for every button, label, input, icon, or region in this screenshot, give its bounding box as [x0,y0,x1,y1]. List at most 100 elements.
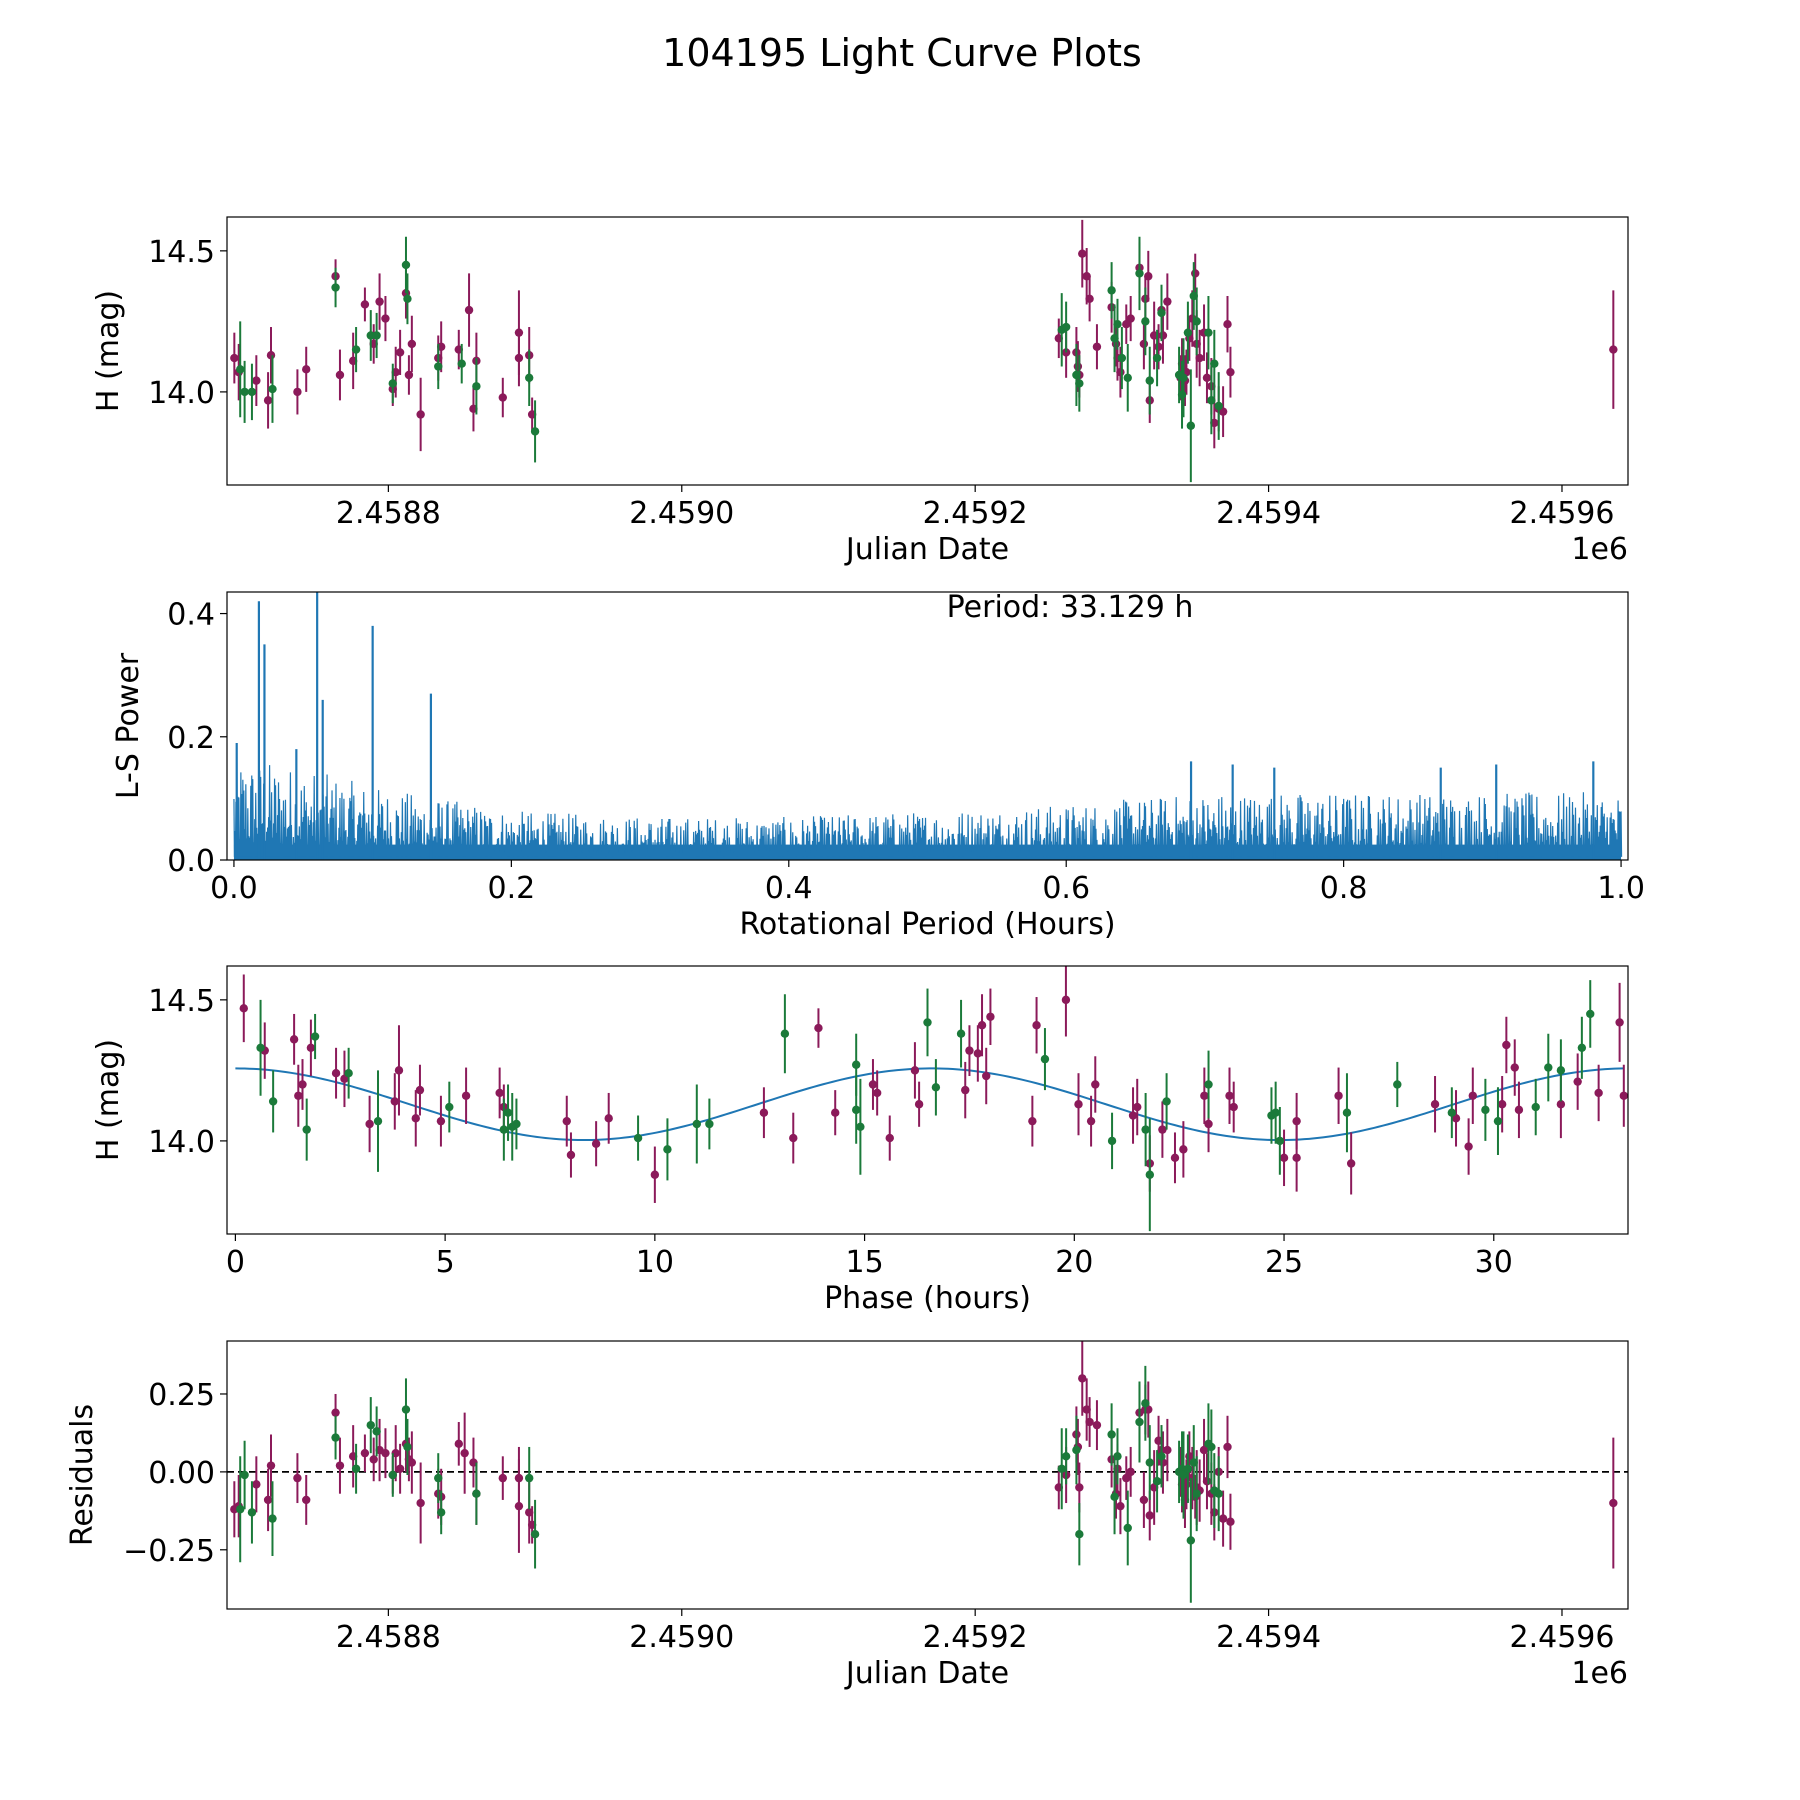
data-point [604,1114,613,1123]
data-point [1163,1445,1172,1455]
data-point [961,1085,970,1095]
data-point [1075,1483,1084,1492]
data-point [1107,1136,1117,1146]
data-point [268,384,277,394]
y-tick-label: 0.4 [167,598,215,633]
x-tick-label: 0.8 [1320,871,1368,906]
x-tick-label: 2.4592 [923,496,1028,531]
periodogram-line [233,756,1623,858]
data-point [268,1514,277,1523]
data-point [1116,367,1125,377]
data-point [525,1473,534,1483]
data-point [293,1473,302,1483]
data-point [293,387,302,397]
data-point [856,1122,865,1132]
data-point [503,1108,513,1117]
data-point [1074,1100,1083,1109]
data-point [416,1498,425,1508]
data-point [375,297,384,306]
y-tick-label: 0.00 [148,1456,215,1491]
data-point [1202,373,1212,382]
data-point [403,1442,412,1452]
x-tick-label: 15 [845,1245,883,1280]
data-point [1514,1105,1524,1115]
data-point [1145,1170,1155,1179]
data-point [360,300,370,309]
data-point [986,1012,995,1021]
x-tick-label: 1.0 [1597,871,1645,906]
data-point [982,1071,991,1081]
axes-frame [226,965,1629,1235]
data-point [1226,1517,1235,1526]
data-point [868,1080,878,1089]
data-point [1186,1536,1196,1545]
data-point [464,305,474,315]
x-offset-label: 1e6 [1571,1656,1628,1691]
x-tick-label: 0 [226,1245,245,1280]
data-point [1145,376,1154,385]
data-point [1586,1009,1595,1019]
data-point [335,1461,345,1470]
data-point [1493,1116,1503,1126]
data-point [1075,1530,1084,1539]
data-point [780,1029,790,1038]
data-point [1609,345,1618,354]
data-point [351,1464,361,1473]
data-point [1192,1489,1201,1498]
data-point [566,1150,576,1160]
phased-light-curve-panel: 0 5 10 15 20 25 30 14.0 14.5 Phase (hours) H (mag) [91,965,1629,1316]
data-point [1078,249,1087,258]
x-tick-label: 2.4588 [336,496,441,531]
data-point [498,393,507,402]
data-point [1158,1125,1167,1134]
x-tick-label: 30 [1475,1245,1513,1280]
data-point [1139,1495,1149,1505]
data-point [1073,362,1083,371]
data-point [372,1427,381,1436]
data-point [977,1021,987,1030]
data-point [344,1069,353,1078]
data-point [454,1439,463,1449]
data-point [1061,322,1071,332]
periodogram-panel: Period: 33.129 h 0.0 0.2 0.4 0.6 0.8 1.0 0.0 0.… [111,590,1645,942]
data-point [252,376,261,385]
data-point [263,396,273,405]
data-point [1573,1077,1582,1086]
data-point [650,1170,660,1179]
data-point [1393,1080,1402,1089]
data-point [1204,328,1213,337]
x-tick-label: 2.4596 [1509,1620,1614,1655]
data-point [436,1116,446,1126]
data-point [365,1119,374,1129]
data-point [434,362,443,371]
x-tick-label: 10 [636,1245,674,1280]
y-tick-label: 0.25 [148,1378,215,1413]
data-point [814,1023,823,1033]
data-point [1133,1102,1142,1112]
y-axis-label: L-S Power [111,652,146,799]
data-point [1342,1108,1352,1117]
x-tick-label: 0.0 [210,871,258,906]
data-point [1113,320,1122,329]
data-point [394,1066,404,1075]
data-point [366,1420,375,1430]
data-point [1195,353,1204,363]
data-point [1609,1498,1618,1508]
data-point [298,1080,307,1089]
data-point [705,1119,714,1129]
y-tick-label: 0.2 [167,721,215,756]
data-point [401,260,411,270]
data-point [302,365,311,374]
data-point [294,1091,303,1100]
data-point [461,1091,471,1100]
data-point [1223,320,1232,329]
data-layer [227,1341,1628,1603]
data-point [240,387,249,397]
x-tick-label: 0.6 [1042,871,1090,906]
data-point [872,1088,882,1098]
data-point [1135,1417,1144,1427]
data-point [1179,373,1188,382]
data-point [247,387,257,397]
x-tick-label: 20 [1055,1245,1093,1280]
data-point [973,1049,983,1058]
